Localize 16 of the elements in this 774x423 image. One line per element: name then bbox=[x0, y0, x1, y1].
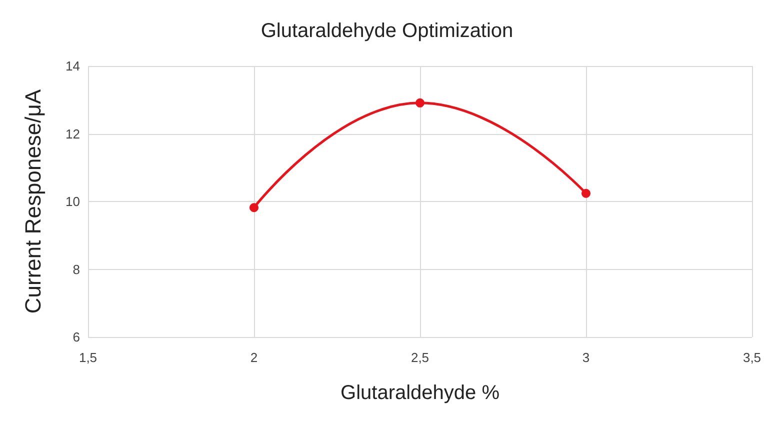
y-tick-label: 10 bbox=[66, 194, 80, 209]
y-tick-label: 14 bbox=[66, 58, 80, 74]
x-tick-label: 3 bbox=[582, 350, 590, 365]
y-tick-label: 6 bbox=[72, 330, 80, 344]
y-tick-label: 8 bbox=[72, 262, 80, 277]
chart-title: Glutaraldehyde Optimization bbox=[260, 20, 514, 42]
point bbox=[250, 203, 258, 212]
x-tick-label: 1,5 bbox=[78, 350, 98, 365]
y-tick-label: 12 bbox=[66, 126, 80, 142]
x-tick-label: 3,5 bbox=[742, 350, 762, 365]
point bbox=[416, 98, 424, 108]
y-axis-title: Current Responese/μA bbox=[20, 89, 46, 314]
point bbox=[582, 188, 590, 198]
x-tick-label: 2 bbox=[250, 350, 258, 365]
x-axis-title: Glutaraldehyde % bbox=[340, 382, 500, 404]
x-tick-label: 2,5 bbox=[410, 350, 430, 365]
